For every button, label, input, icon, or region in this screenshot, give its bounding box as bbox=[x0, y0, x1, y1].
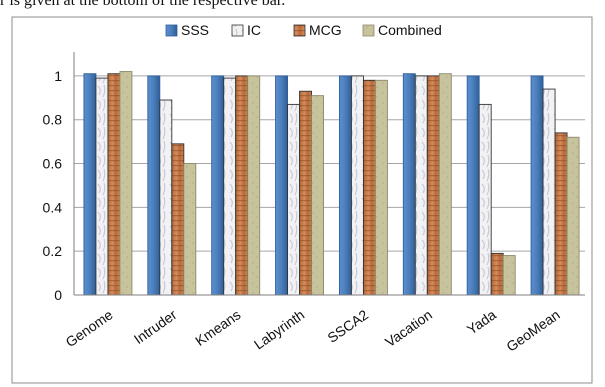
legend-label-ic: IC bbox=[247, 22, 261, 38]
bar-combined-geomean bbox=[566, 136, 580, 296]
bar-ic-yada bbox=[478, 103, 492, 296]
bar-sss-kmeans bbox=[211, 75, 225, 296]
legend-label-mcg: MCG bbox=[309, 22, 342, 38]
bar-sss-vacation bbox=[402, 73, 416, 296]
bar-sss-labyrinth bbox=[275, 75, 289, 296]
bar-sss-geomean bbox=[530, 75, 544, 296]
y-tick-label: 0.6 bbox=[43, 156, 63, 172]
bar-combined-kmeans bbox=[247, 75, 261, 296]
legend-swatch-sss bbox=[165, 24, 178, 37]
y-tick-label: 0.2 bbox=[43, 243, 63, 259]
bar-combined-ssca2 bbox=[374, 79, 388, 296]
bar-sss-yada bbox=[466, 75, 480, 296]
bar-ic-genome bbox=[95, 77, 109, 296]
bar-combined-labyrinth bbox=[311, 95, 325, 296]
caption-fragment: r is given at the bottom of the respecti… bbox=[0, 0, 286, 9]
bar-ic-vacation bbox=[414, 75, 428, 296]
legend-swatch-mcg bbox=[293, 24, 306, 37]
bar-ic-labyrinth bbox=[287, 103, 301, 296]
bar-ic-ssca2 bbox=[350, 75, 364, 296]
bar-sss-genome bbox=[83, 73, 97, 296]
bar-mcg-labyrinth bbox=[299, 90, 313, 296]
bar-mcg-genome bbox=[107, 73, 121, 296]
y-axis: 0 0.2 0.4 0.6 0.8 1 bbox=[43, 52, 75, 303]
y-tick-label: 0.4 bbox=[43, 199, 63, 215]
bar-combined-vacation bbox=[438, 73, 452, 296]
bar-mcg-geomean bbox=[554, 132, 568, 296]
legend-label-combined: Combined bbox=[378, 22, 442, 38]
bar-mcg-vacation bbox=[426, 75, 440, 296]
bar-combined-intruder bbox=[183, 163, 197, 296]
bar-mcg-yada bbox=[490, 252, 504, 296]
legend-label-sss: SSS bbox=[181, 22, 209, 38]
bar-ic-kmeans bbox=[223, 77, 237, 296]
bar-mcg-kmeans bbox=[235, 75, 249, 296]
bar-mcg-ssca2 bbox=[362, 79, 376, 296]
y-tick-label: 1 bbox=[54, 68, 62, 84]
y-tick-label: 0.8 bbox=[43, 112, 63, 128]
legend: SSS IC MCG Combined bbox=[165, 22, 442, 38]
bar-sss-intruder bbox=[147, 75, 161, 296]
bar-combined-yada bbox=[502, 255, 516, 296]
y-tick-label: 0 bbox=[54, 287, 62, 303]
legend-swatch-combined bbox=[362, 24, 375, 37]
bar-sss-ssca2 bbox=[338, 75, 352, 296]
legend-swatch-ic bbox=[231, 24, 244, 37]
bar-ic-geomean bbox=[542, 88, 556, 296]
bar-mcg-intruder bbox=[171, 143, 185, 296]
bar-combined-genome bbox=[119, 71, 133, 296]
bar-ic-intruder bbox=[159, 99, 173, 296]
